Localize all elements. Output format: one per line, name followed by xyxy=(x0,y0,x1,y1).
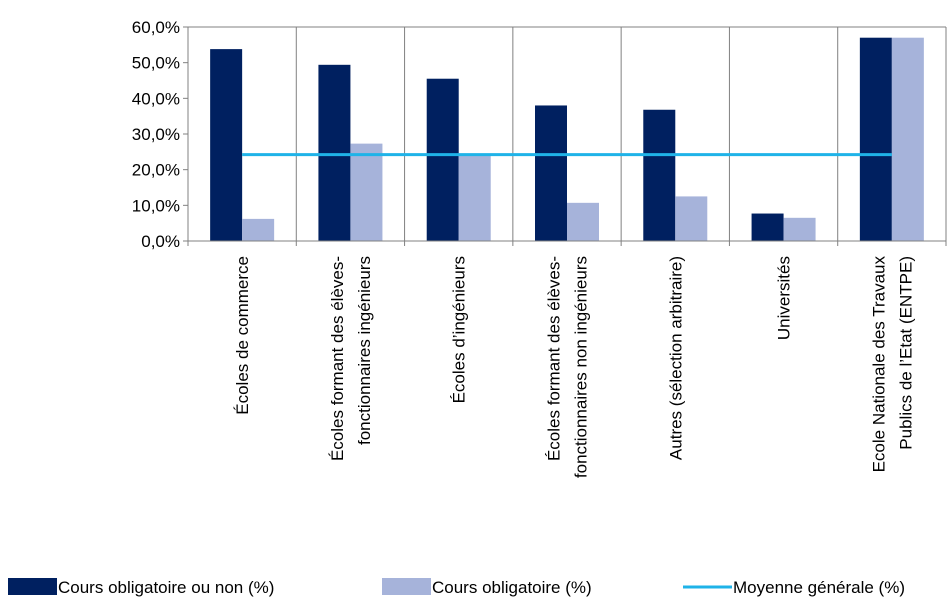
category-label-line: Universités xyxy=(775,256,794,340)
category-label: Autres (sélection arbitraire) xyxy=(666,256,685,460)
bar xyxy=(318,64,351,241)
bar xyxy=(458,154,491,241)
y-tick-label: 50,0% xyxy=(132,54,180,73)
legend-swatch xyxy=(382,578,431,595)
bar xyxy=(783,217,816,241)
bar xyxy=(242,218,275,241)
bar xyxy=(210,49,243,241)
category-label: Écoles formant des élèves-fonctionnaires… xyxy=(328,256,374,461)
legend-swatch xyxy=(8,578,57,595)
y-tick-label: 10,0% xyxy=(132,196,180,215)
bar xyxy=(426,78,459,241)
bar xyxy=(567,202,599,241)
y-tick-label: 0,0% xyxy=(141,232,180,251)
grid xyxy=(188,26,947,241)
category-label-line: Écoles formant des élèves- xyxy=(545,256,564,461)
category-label-line: Écoles formant des élèves- xyxy=(328,256,347,461)
category-labels: Écoles de commerce Écoles formant des élè… xyxy=(233,256,915,479)
bar xyxy=(675,196,708,241)
bar xyxy=(859,37,892,242)
bar xyxy=(891,37,924,242)
category-label-line: Ecole Nationale des Travaux xyxy=(869,256,888,473)
bar xyxy=(751,213,784,241)
category-label: Écoles de commerce xyxy=(233,256,252,415)
y-tick-label: 60,0% xyxy=(132,18,180,37)
y-tick-label: 40,0% xyxy=(132,89,180,108)
axes xyxy=(183,26,947,246)
y-tick-labels: 0,0% 10,0% 20,0% 30,0% 40,0% 50,0% 60,0% xyxy=(132,18,180,251)
category-label: Universités xyxy=(775,256,794,340)
bar xyxy=(643,109,676,241)
legend: Cours obligatoire ou non (%) Cours obliga… xyxy=(8,578,905,597)
category-label-line: Publics de l’Etat (ENTPE) xyxy=(896,256,915,450)
category-label: Écoles formant des élèves-fonctionnaires… xyxy=(545,256,591,478)
category-label-line: Autres (sélection arbitraire) xyxy=(666,256,685,460)
category-label-line: fonctionnaires ingénieurs xyxy=(355,256,374,445)
bar xyxy=(535,105,567,241)
legend-label: Moyenne générale (%) xyxy=(733,578,905,597)
legend-label: Cours obligatoire (%) xyxy=(432,578,592,597)
bars xyxy=(210,37,924,242)
legend-label: Cours obligatoire ou non (%) xyxy=(58,578,274,597)
category-label-line: fonctionnaires non ingénieurs xyxy=(572,256,591,478)
y-tick-label: 30,0% xyxy=(132,125,180,144)
category-label: Écoles d’ingénieurs xyxy=(450,256,469,403)
category-label: Ecole Nationale des Travaux Publics de l’… xyxy=(869,256,915,473)
category-label-line: Écoles de commerce xyxy=(233,256,252,415)
bar xyxy=(350,143,383,241)
category-label-line: Écoles d’ingénieurs xyxy=(450,256,469,403)
y-tick-label: 20,0% xyxy=(132,161,180,180)
